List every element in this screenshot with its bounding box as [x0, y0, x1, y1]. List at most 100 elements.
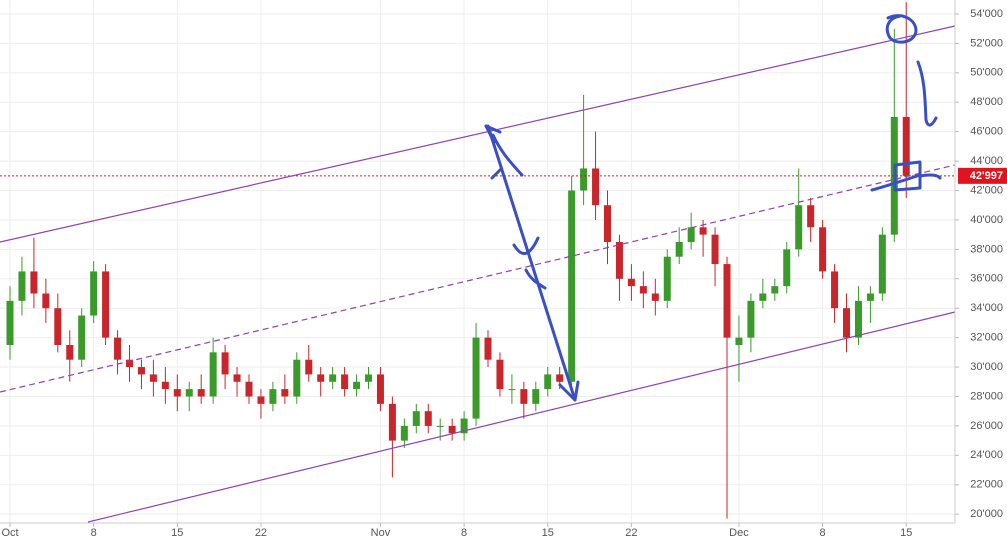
- candle-body: [66, 344, 74, 360]
- axis-panel: [955, 0, 1007, 542]
- candle-body: [305, 359, 313, 375]
- candle-body: [843, 308, 850, 338]
- y-tick-label: 28'000: [970, 390, 1003, 402]
- candle-body: [651, 293, 659, 301]
- candle-body: [878, 234, 886, 294]
- candle-body: [795, 205, 803, 250]
- y-tick-label: 52'000: [970, 37, 1003, 49]
- candle-body: [460, 418, 468, 434]
- candle-body: [448, 425, 456, 434]
- candle-body: [711, 234, 719, 265]
- candle-body: [137, 367, 145, 375]
- candle-body: [412, 411, 420, 426]
- channel-upper: [0, 25, 956, 243]
- candle-body: [902, 116, 910, 176]
- y-tick-label: 26'000: [970, 420, 1003, 432]
- candle-body: [281, 389, 289, 397]
- candle-body: [18, 271, 26, 301]
- y-tick-label: 36'000: [970, 273, 1003, 285]
- candle-body: [317, 374, 325, 382]
- candle-body: [627, 278, 635, 287]
- y-tick-label: 44'000: [970, 155, 1003, 167]
- annotation-mark: [512, 236, 547, 290]
- y-tick-label: 48'000: [970, 96, 1003, 108]
- candle-body: [484, 337, 492, 360]
- x-tick-label: 8: [461, 527, 467, 539]
- channel-lower: [87, 311, 956, 523]
- y-tick-label: 22'000: [970, 479, 1003, 491]
- candle-body: [353, 381, 361, 390]
- x-tick-label: Nov: [371, 527, 391, 539]
- y-tick-label: 50'000: [970, 67, 1003, 79]
- candle-body: [245, 381, 253, 397]
- candle-body: [496, 359, 504, 390]
- x-tick-label: 15: [542, 527, 554, 539]
- y-tick-label: 40'000: [970, 214, 1003, 226]
- channel: [0, 25, 956, 523]
- annotation-tick: [490, 133, 524, 180]
- candle-body: [544, 374, 552, 390]
- candle-body: [663, 256, 671, 301]
- candle-body: [197, 389, 205, 397]
- candle-body: [114, 337, 122, 360]
- candle-body: [400, 425, 408, 441]
- candle-body: [520, 389, 528, 404]
- candle-body: [615, 242, 623, 279]
- y-tick-label: 42'000: [970, 184, 1003, 196]
- candle-body: [424, 411, 432, 426]
- candle-body: [819, 227, 827, 272]
- y-tick-label: 20'000: [970, 508, 1003, 520]
- candle-body: [126, 359, 133, 368]
- x-tick-label: Dec: [729, 527, 749, 539]
- candle-body: [747, 300, 755, 338]
- x-tick-label: 8: [91, 527, 97, 539]
- candles: [0, 2, 955, 519]
- x-tick-label: Oct: [1, 527, 18, 539]
- candle-body: [233, 374, 241, 382]
- annotation-arrow: [916, 60, 938, 127]
- candle-body: [221, 352, 229, 375]
- candle-body: [6, 300, 14, 345]
- candle-body: [54, 308, 62, 345]
- candle-body: [341, 374, 349, 390]
- candle-body: [436, 425, 444, 427]
- candle-body: [30, 271, 38, 294]
- y-tick-label: 54'000: [970, 8, 1003, 20]
- candle-body: [854, 300, 862, 338]
- candle-body: [639, 286, 647, 294]
- candle-body: [149, 374, 157, 382]
- candle-body: [556, 374, 564, 382]
- candle-body: [831, 271, 839, 309]
- annotation-arrow: [486, 124, 577, 402]
- candle-body: [472, 337, 480, 419]
- y-tick-label: 32'000: [970, 332, 1003, 344]
- y-tick-label: 24'000: [970, 449, 1003, 461]
- candle-body: [866, 293, 874, 301]
- y-tick-label: 30'000: [970, 361, 1003, 373]
- candle-body: [568, 190, 576, 382]
- y-tick-label: 38'000: [970, 243, 1003, 255]
- last-price-label: 42'997: [970, 170, 1003, 182]
- candle-body: [257, 396, 265, 404]
- candle-body: [161, 381, 169, 390]
- candle-body: [604, 205, 611, 243]
- y-tick-label: 34'000: [970, 302, 1003, 314]
- candle-body: [735, 337, 743, 345]
- candle-body: [759, 293, 767, 301]
- annotation-box: [870, 160, 942, 192]
- candle-body: [580, 168, 588, 191]
- x-tick-label: 15: [171, 527, 183, 539]
- candle-body: [723, 264, 731, 338]
- x-tick-label: 22: [625, 527, 637, 539]
- candle-body: [209, 352, 217, 397]
- candle-body: [365, 374, 372, 382]
- annotation-arrowhead: [558, 380, 580, 402]
- candle-body: [592, 168, 600, 206]
- candle-body: [173, 389, 181, 397]
- candle-body: [42, 293, 50, 309]
- candle-body: [532, 389, 540, 404]
